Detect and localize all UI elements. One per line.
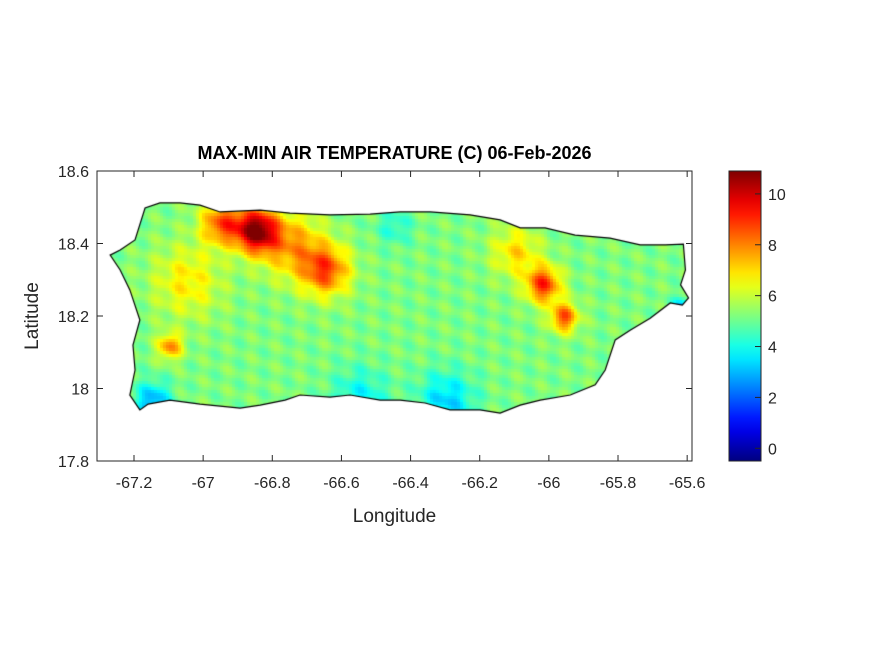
x-tick-label: -66.2: [461, 475, 498, 492]
colorbar-tick-label: 8: [768, 238, 777, 255]
y-tick-label: 17.8: [58, 454, 89, 471]
x-tick-label: -66.6: [323, 475, 360, 492]
y-tick-label: 18.6: [58, 164, 89, 181]
temperature-heatmap: [97, 171, 692, 461]
x-tick-label: -67: [192, 475, 215, 492]
x-axis-label: Longitude: [353, 506, 436, 527]
x-tick-label: -65.6: [669, 475, 706, 492]
colorbar-tick-label: 10: [768, 187, 786, 204]
y-tick-label: 18: [71, 382, 89, 399]
x-tick-label: -67.2: [116, 475, 153, 492]
colorbar-tick-label: 6: [768, 289, 777, 306]
y-tick-label: 18.4: [58, 237, 89, 254]
colorbar-tick-label: 2: [768, 390, 777, 407]
colorbar-tick-label: 4: [768, 340, 777, 357]
x-tick-label: -66: [537, 475, 560, 492]
x-tick-label: -66.4: [392, 475, 429, 492]
chart-title: MAX-MIN AIR TEMPERATURE (C) 06-Feb-2026: [197, 143, 592, 163]
colorbar-tick-label: 0: [768, 441, 777, 458]
colorbar: [728, 170, 762, 462]
x-tick-label: -66.8: [254, 475, 291, 492]
plot-frame: [96, 170, 693, 462]
y-tick-label: 18.2: [58, 309, 89, 326]
y-axis-label: Latitude: [22, 282, 43, 350]
x-tick-label: -65.8: [600, 475, 637, 492]
